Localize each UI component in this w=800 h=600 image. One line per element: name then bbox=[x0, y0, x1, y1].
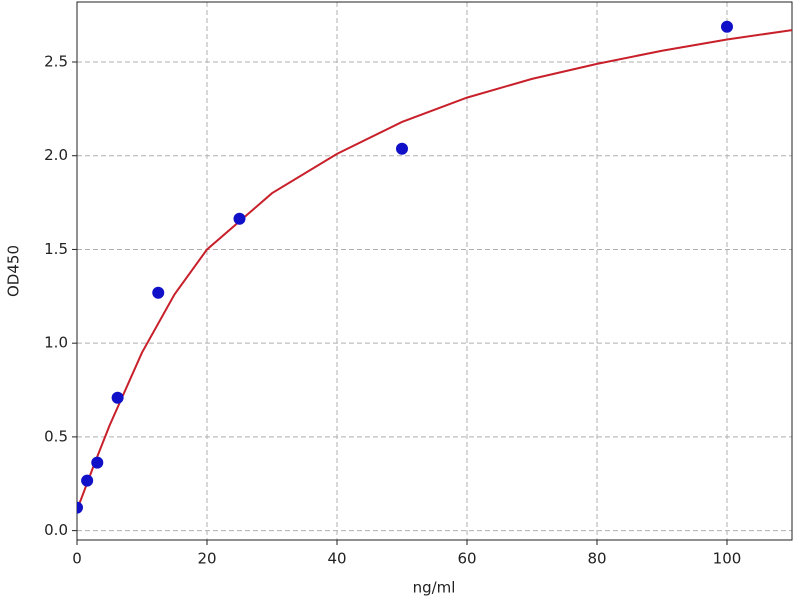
data-point bbox=[91, 456, 104, 469]
data-point bbox=[81, 474, 94, 487]
y-tick-label: 2.0 bbox=[44, 146, 68, 164]
data-point bbox=[77, 501, 83, 514]
fit-curve bbox=[77, 29, 792, 511]
x-axis-label: ng/ml bbox=[413, 579, 456, 597]
plot-frame bbox=[76, 1, 793, 541]
data-point bbox=[721, 20, 733, 33]
data-point bbox=[396, 142, 408, 155]
y-tick-label: 2.5 bbox=[44, 52, 68, 70]
y-tick-label: 0.0 bbox=[44, 521, 68, 539]
x-tick-label: 100 bbox=[713, 550, 742, 568]
y-axis-label: OD450 bbox=[5, 245, 23, 297]
y-tick-label: 1.5 bbox=[44, 240, 68, 258]
x-tick-label: 0 bbox=[72, 550, 82, 568]
data-point bbox=[111, 391, 124, 404]
data-point bbox=[233, 212, 246, 225]
x-tick-label: 20 bbox=[197, 550, 216, 568]
data-point bbox=[152, 286, 165, 299]
x-tick-label: 80 bbox=[587, 550, 606, 568]
y-tick-label: 0.5 bbox=[44, 427, 68, 445]
x-tick-label: 60 bbox=[457, 550, 476, 568]
x-tick-label: 40 bbox=[327, 550, 346, 568]
y-tick-label: 1.0 bbox=[44, 334, 68, 352]
